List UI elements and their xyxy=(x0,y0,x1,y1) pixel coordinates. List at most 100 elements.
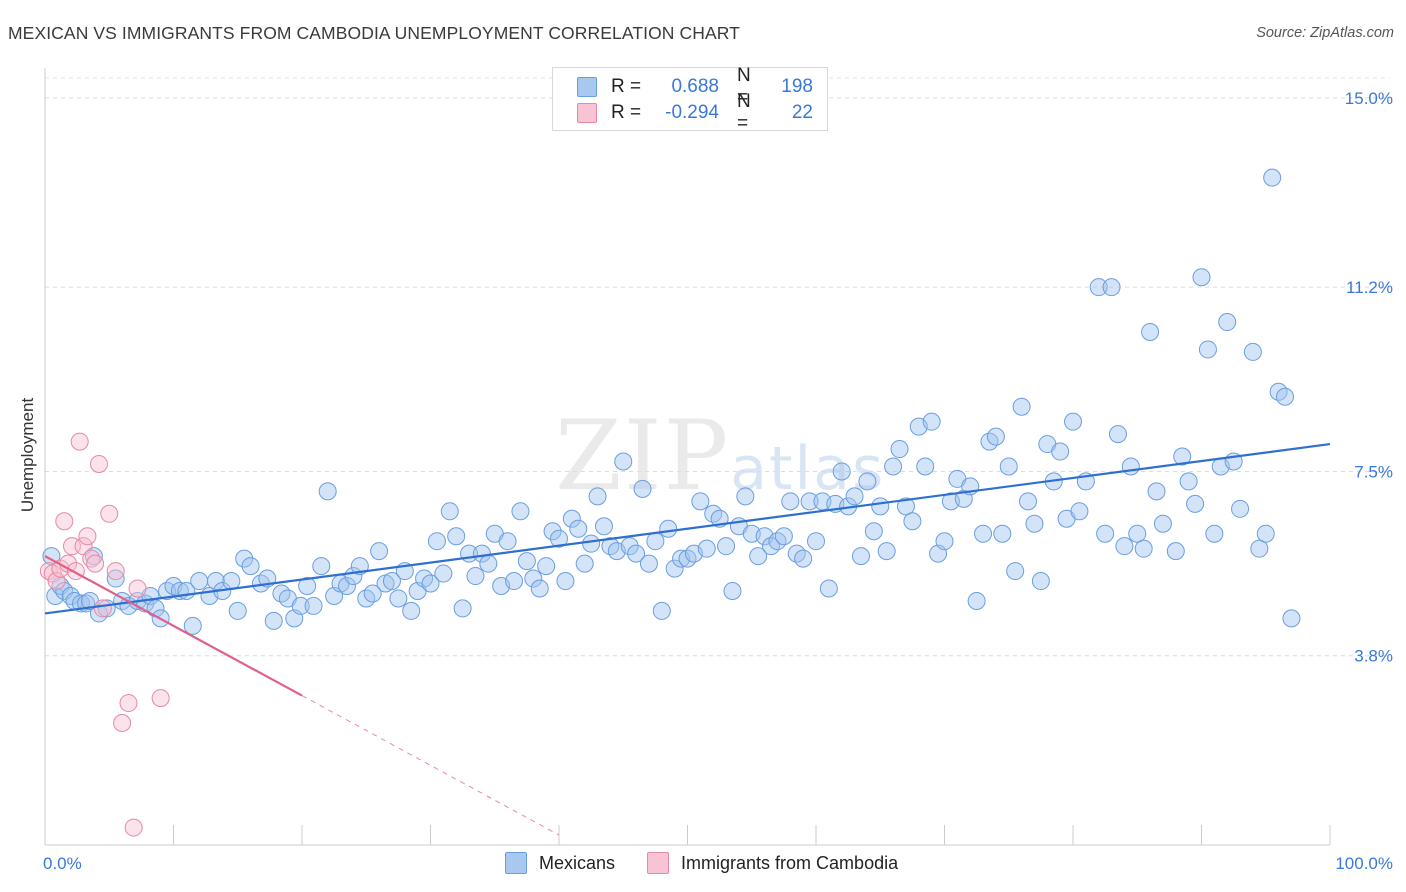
data-point-mexicans xyxy=(1243,342,1262,361)
data-point-mexicans xyxy=(736,487,755,506)
data-point-mexicans xyxy=(871,497,890,516)
data-point-mexicans xyxy=(903,512,922,531)
data-point-cambodia xyxy=(55,512,74,531)
data-point-mexicans xyxy=(421,574,440,593)
data-point-mexicans xyxy=(1128,524,1147,543)
data-point-mexicans xyxy=(298,577,317,596)
data-point-mexicans xyxy=(575,554,594,573)
data-point-mexicans xyxy=(466,567,485,586)
data-point-mexicans xyxy=(1282,609,1301,628)
data-point-mexicans xyxy=(505,572,524,591)
data-point-mexicans xyxy=(890,440,909,459)
data-point-mexicans xyxy=(774,527,793,546)
watermark-atlas: atlas xyxy=(730,434,886,504)
data-point-mexicans xyxy=(633,479,652,498)
data-point-mexicans xyxy=(993,524,1012,543)
data-point-mexicans xyxy=(389,589,408,608)
legend-r-label: R = xyxy=(611,102,642,123)
data-point-mexicans xyxy=(807,532,825,551)
legend-row-mexicans: R = 0.688 N = 198 xyxy=(577,65,813,108)
data-point-mexicans xyxy=(697,539,716,558)
data-point-cambodia xyxy=(151,689,170,708)
data-point-mexicans xyxy=(382,572,401,591)
data-point-mexicans xyxy=(1070,502,1089,521)
data-point-mexicans xyxy=(691,492,710,511)
data-point-mexicans xyxy=(845,487,864,506)
data-point-mexicans xyxy=(1102,278,1121,297)
legend-r-label: R = xyxy=(611,76,642,97)
data-point-mexicans xyxy=(1108,425,1127,444)
series-swatch-cambodia xyxy=(647,852,670,874)
data-point-mexicans xyxy=(1276,387,1295,406)
legend-n-value: 198 xyxy=(781,76,813,97)
source-label: Source: ZipAtlas.com xyxy=(1256,25,1394,41)
data-point-mexicans xyxy=(582,534,601,553)
x-tick-label: 100.0% xyxy=(1335,854,1393,873)
data-point-mexicans xyxy=(922,412,941,431)
data-point-mexicans xyxy=(646,532,665,551)
data-point-cambodia xyxy=(78,527,97,546)
data-point-mexicans xyxy=(569,519,588,538)
data-point-mexicans xyxy=(999,457,1018,476)
data-point-cambodia xyxy=(124,818,143,837)
data-point-mexicans xyxy=(524,569,543,588)
y-axis-label: Unemployment xyxy=(18,397,37,513)
data-point-mexicans xyxy=(1179,472,1198,491)
data-point-mexicans xyxy=(620,537,639,556)
legend-n-label: N = xyxy=(737,65,751,108)
trendline-cambodia xyxy=(44,555,303,697)
legend-r-value: 0.688 xyxy=(671,76,719,97)
x-tick-label: 0.0% xyxy=(43,854,82,873)
data-point-mexicans xyxy=(594,517,613,536)
data-point-mexicans xyxy=(1198,340,1217,359)
series-label-mexicans: Mexicans xyxy=(539,852,616,873)
data-point-cambodia xyxy=(106,562,125,581)
series-cambodia xyxy=(39,432,170,837)
data-point-mexicans xyxy=(291,596,310,615)
y-tick-label: 3.8% xyxy=(1354,647,1393,666)
data-point-mexicans xyxy=(498,532,517,551)
data-point-mexicans xyxy=(517,552,536,571)
data-point-mexicans xyxy=(304,596,323,615)
data-point-mexicans xyxy=(183,616,202,635)
series-legend-mexicans[interactable]: Mexicans xyxy=(505,852,615,874)
data-point-mexicans xyxy=(537,557,556,576)
data-point-cambodia xyxy=(86,554,105,573)
data-point-mexicans xyxy=(440,502,459,521)
data-point-mexicans xyxy=(550,529,568,548)
legend-n-label: N = xyxy=(737,91,751,134)
data-point-mexicans xyxy=(190,572,209,591)
data-point-mexicans xyxy=(1205,524,1224,543)
series-label-cambodia: Immigrants from Cambodia xyxy=(681,852,899,873)
data-point-mexicans xyxy=(206,572,225,591)
data-point-mexicans xyxy=(781,492,800,511)
data-point-mexicans xyxy=(749,547,768,566)
correlation-legend: R = 0.688 N = 198 R = -0.294 N = 22 xyxy=(552,65,828,134)
data-point-cambodia xyxy=(119,694,138,713)
data-point-mexicans xyxy=(1012,397,1031,416)
data-point-mexicans xyxy=(884,457,903,476)
data-point-mexicans xyxy=(1166,542,1185,561)
data-point-mexicans xyxy=(1250,539,1269,558)
data-point-mexicans xyxy=(1051,442,1070,461)
data-point-mexicans xyxy=(42,547,61,566)
data-point-mexicans xyxy=(916,457,935,476)
data-point-mexicans xyxy=(1263,168,1282,187)
y-tick-label: 7.5% xyxy=(1354,462,1393,481)
data-point-mexicans xyxy=(1186,494,1205,513)
data-point-mexicans xyxy=(851,547,870,566)
data-point-mexicans xyxy=(935,532,954,551)
data-point-cambodia xyxy=(100,504,119,523)
data-point-mexicans xyxy=(363,584,382,603)
data-point-mexicans xyxy=(652,601,671,620)
data-point-mexicans xyxy=(967,591,986,610)
data-point-mexicans xyxy=(1115,537,1134,556)
data-point-mexicans xyxy=(337,577,356,596)
data-point-cambodia xyxy=(89,454,108,473)
series-legend-cambodia[interactable]: Immigrants from Cambodia xyxy=(647,852,898,874)
data-point-mexicans xyxy=(46,586,65,605)
trendline-mexicans xyxy=(44,442,1331,615)
data-point-mexicans xyxy=(1141,323,1160,342)
data-point-mexicans xyxy=(434,564,453,583)
